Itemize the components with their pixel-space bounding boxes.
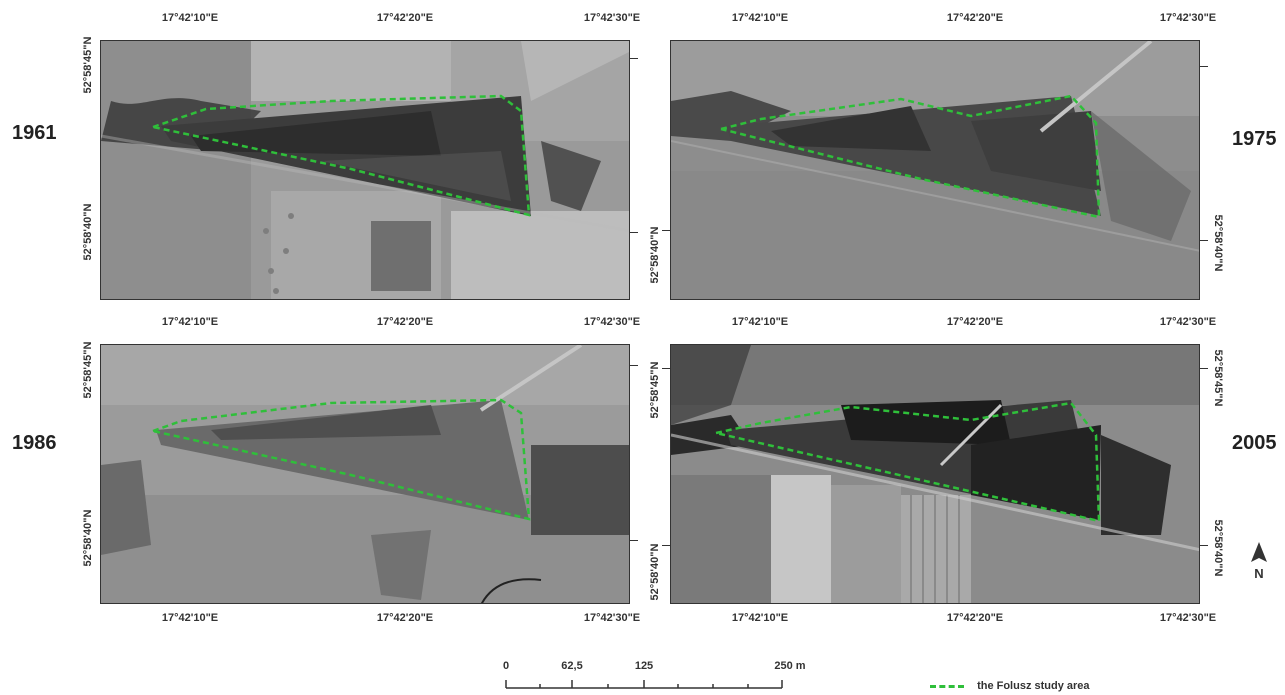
lat-label-2005-left-north: 52°58'45"N [649, 361, 661, 419]
lat-label-2005-left-south: 52°58'40"N [649, 543, 661, 601]
year-label-1975: 1975 [1232, 128, 1277, 150]
year-label-2005: 2005 [1232, 432, 1277, 454]
tick-1986-right-2 [630, 540, 638, 541]
aerial-photo-1986 [100, 344, 630, 604]
lat-label-1961-south: 52°58'40"N [82, 203, 94, 261]
lon-label-bottom-left-2: 17°42'20"E [376, 612, 434, 624]
lon-label-top-right-3: 17°42'30"E [1159, 12, 1217, 24]
lon-label-top-left-3: 17°42'30"E [583, 12, 641, 24]
tick-1975-left [662, 230, 670, 231]
tick-1961-right-1 [630, 58, 638, 59]
lon-label-top-left-1: 17°42'10"E [161, 12, 219, 24]
tick-1975-right-2 [1200, 240, 1208, 241]
lat-label-1986-north: 52°58'45"N [82, 341, 94, 399]
year-label-1986: 1986 [12, 432, 57, 454]
scale-label-62-5: 62,5 [561, 660, 583, 672]
lat-label-1986-south: 52°58'40"N [82, 509, 94, 567]
lon-label-mid-left-3: 17°42'30"E [583, 316, 641, 328]
legend-study-area-label: the Folusz study area [977, 680, 1090, 692]
scale-label-0: 0 [502, 660, 510, 672]
lon-label-top-left-2: 17°42'20"E [376, 12, 434, 24]
lon-label-bottom-left-3: 17°42'30"E [583, 612, 641, 624]
legend: the Folusz study area [930, 680, 1090, 692]
lon-label-bottom-right-2: 17°42'20"E [946, 612, 1004, 624]
scale-bar: 0 62,5 125 250 m [500, 660, 806, 690]
aerial-image-1975 [671, 41, 1199, 299]
aerial-photo-1961 [100, 40, 630, 300]
aerial-image-1961 [101, 41, 629, 299]
tick-2005-right-2 [1200, 545, 1208, 546]
lon-label-bottom-left-1: 17°42'10"E [161, 612, 219, 624]
lon-label-bottom-right-3: 17°42'30"E [1159, 612, 1217, 624]
lat-label-1961-north: 52°58'45"N [82, 36, 94, 94]
lon-label-mid-right-2: 17°42'20"E [946, 316, 1004, 328]
lon-label-top-right-2: 17°42'20"E [946, 12, 1004, 24]
lon-label-mid-left-1: 17°42'10"E [161, 316, 219, 328]
aerial-image-1986 [101, 345, 629, 603]
lat-label-1975-right: 52°58'40"N [1212, 214, 1224, 272]
tick-2005-right-1 [1200, 368, 1208, 369]
tick-2005-left-2 [662, 545, 670, 546]
tick-1961-right-2 [630, 232, 638, 233]
aerial-photo-1975 [670, 40, 1200, 300]
lat-label-2005-right-south: 52°58'40"N [1212, 519, 1224, 577]
lon-label-mid-left-2: 17°42'20"E [376, 316, 434, 328]
north-letter: N [1254, 566, 1263, 581]
lon-label-top-right-1: 17°42'10"E [731, 12, 789, 24]
study-area-line-swatch [930, 684, 964, 688]
lon-label-bottom-right-1: 17°42'10"E [731, 612, 789, 624]
tick-1986-right-1 [630, 365, 638, 366]
tick-1975-right-1 [1200, 66, 1208, 67]
lon-label-mid-right-1: 17°42'10"E [731, 316, 789, 328]
north-arrow-icon: N [1248, 542, 1270, 582]
lat-label-2005-right-north: 52°58'45"N [1212, 349, 1224, 407]
tick-2005-left-1 [662, 368, 670, 369]
scale-bar-graphic [505, 680, 783, 689]
scale-label-125: 125 [634, 660, 654, 672]
lat-label-1975-left: 52°58'40"N [649, 226, 661, 284]
aerial-photo-2005 [670, 344, 1200, 604]
year-label-1961: 1961 [12, 122, 57, 144]
scale-label-250: 250 m [774, 660, 806, 672]
aerial-image-2005 [671, 345, 1199, 603]
lon-label-mid-right-3: 17°42'30"E [1159, 316, 1217, 328]
